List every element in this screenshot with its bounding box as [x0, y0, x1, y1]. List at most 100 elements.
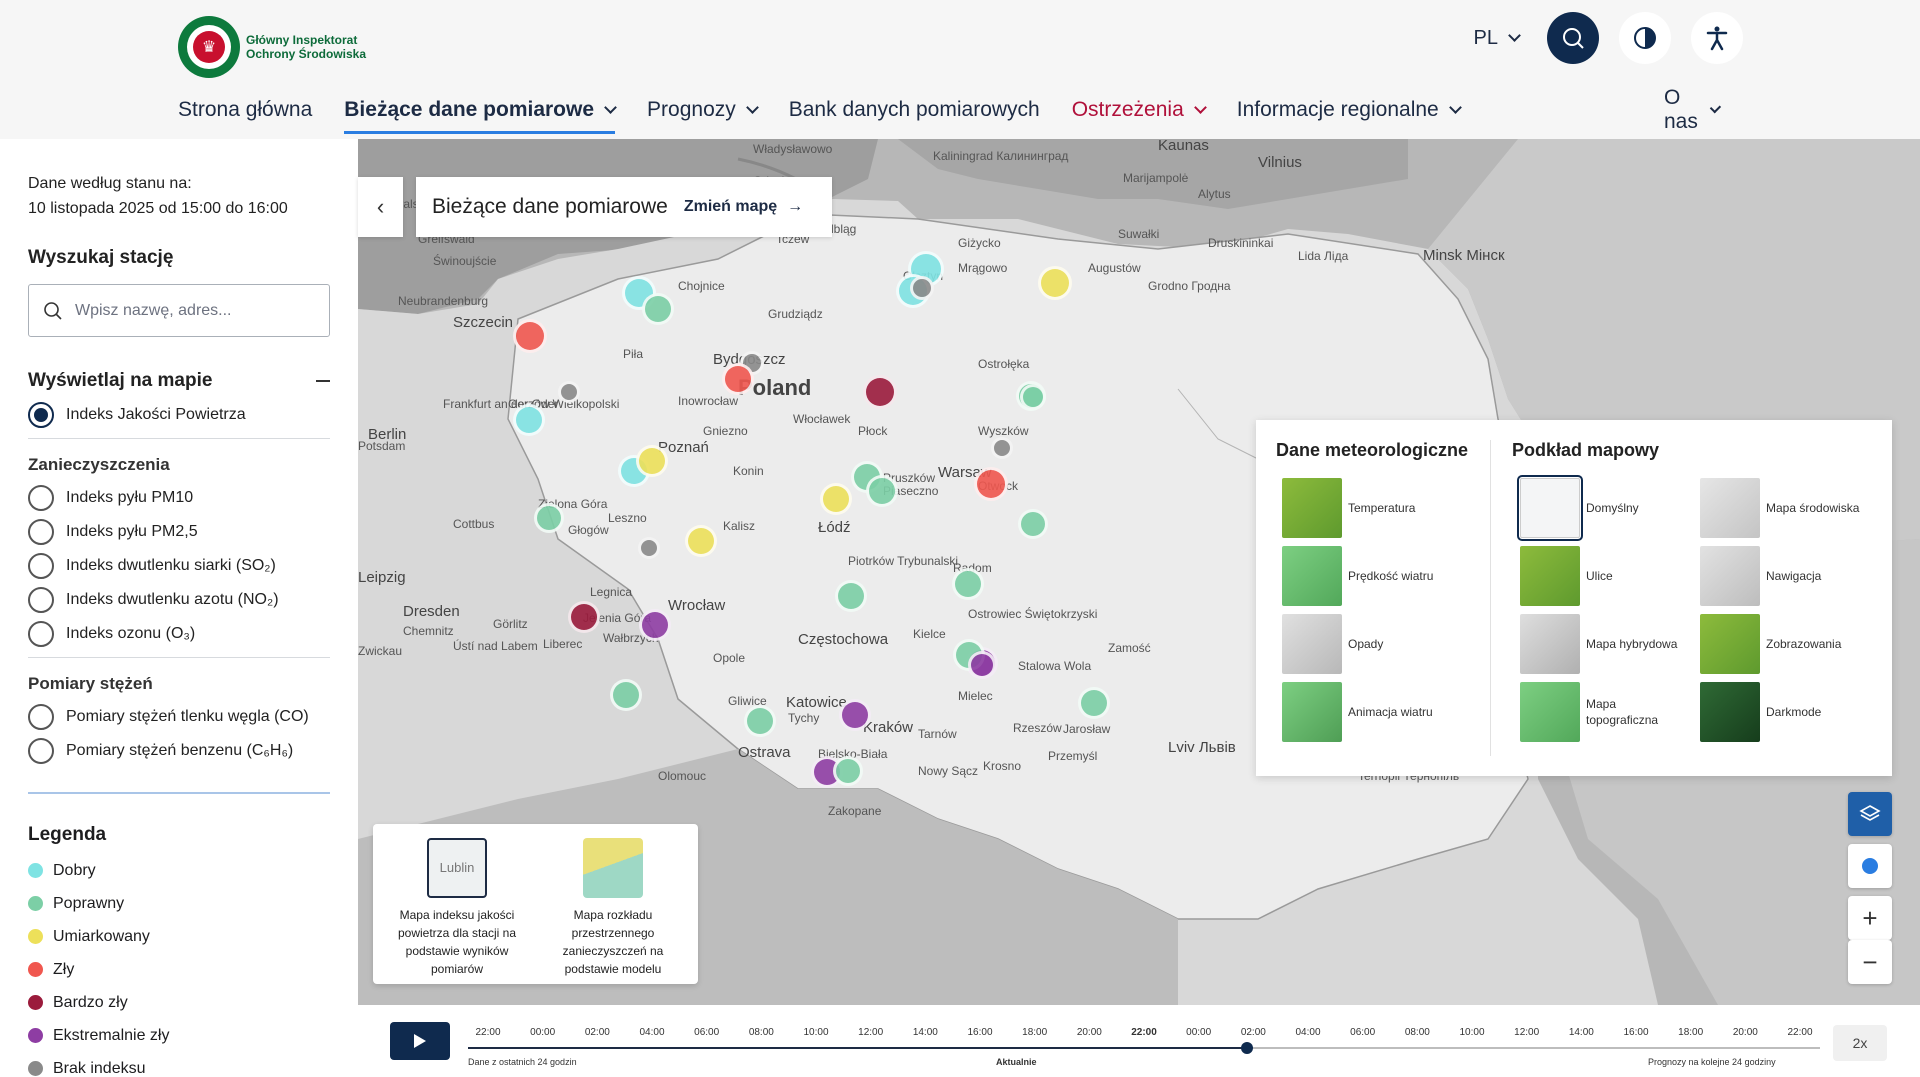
map-type-model[interactable]: Mapa rozkładu przestrzennego zanieczyszc…: [543, 824, 683, 978]
station-marker[interactable]: [974, 467, 1008, 501]
station-marker[interactable]: [820, 483, 852, 515]
basemap-topographic[interactable]: Mapa topograficzna: [1520, 682, 1686, 742]
timeline-tick[interactable]: 22:00: [1787, 1027, 1813, 1038]
station-marker[interactable]: [1018, 509, 1048, 539]
nav-about[interactable]: O nas: [1664, 86, 1722, 133]
station-marker[interactable]: [685, 525, 717, 557]
timeline-tick[interactable]: 10:00: [1459, 1027, 1485, 1038]
radio-co[interactable]: Pomiary stężeń tlenku węgla (CO): [28, 700, 330, 734]
station-marker[interactable]: [863, 375, 897, 409]
timeline-tick[interactable]: 00:00: [530, 1027, 556, 1038]
nav-data-bank[interactable]: Bank danych pomiarowych: [788, 98, 1040, 121]
nav-home[interactable]: Strona główna: [178, 98, 313, 121]
basemap-hybrid[interactable]: Mapa hybrydowa: [1520, 614, 1686, 674]
change-map-link[interactable]: Zmień mapę →: [683, 198, 804, 215]
timeline-tick[interactable]: 08:00: [748, 1027, 774, 1038]
timeline-tick[interactable]: 14:00: [1568, 1027, 1594, 1038]
station-marker[interactable]: [968, 651, 996, 679]
zoom-in-button[interactable]: +: [1848, 896, 1892, 940]
nav-current-data[interactable]: Bieżące dane pomiarowe: [344, 96, 617, 134]
layer-precipitation[interactable]: Opady: [1282, 614, 1448, 674]
timeline-tick[interactable]: 08:00: [1404, 1027, 1430, 1038]
accessibility-button[interactable]: [1691, 12, 1743, 64]
nav-regional-info[interactable]: Informacje regionalne: [1237, 96, 1462, 124]
station-marker[interactable]: [513, 319, 547, 353]
station-marker[interactable]: [839, 699, 871, 731]
basemap-environment[interactable]: Mapa środowiska: [1700, 478, 1866, 538]
timeline-tick[interactable]: 02:00: [584, 1027, 610, 1038]
timeline-tick[interactable]: 06:00: [694, 1027, 720, 1038]
collapse-sidebar-button[interactable]: ‹: [358, 177, 403, 237]
nav-forecasts[interactable]: Prognozy: [647, 96, 759, 124]
timeline-tick[interactable]: 14:00: [912, 1027, 938, 1038]
layer-wind-speed[interactable]: Prędkość wiatru: [1282, 546, 1448, 606]
basemap-imagery[interactable]: Zobrazowania: [1700, 614, 1866, 674]
station-marker[interactable]: [722, 363, 754, 395]
station-marker[interactable]: [1038, 266, 1072, 300]
radio-benzene[interactable]: Pomiary stężeń benzenu (C₆H₆): [28, 734, 330, 768]
timeline-tick[interactable]: 20:00: [1076, 1027, 1102, 1038]
timeline-tick[interactable]: 22:00: [1131, 1027, 1157, 1038]
station-marker[interactable]: [636, 445, 668, 477]
radio-pm10[interactable]: Indeks pyłu PM10: [28, 481, 330, 515]
timeline-tick[interactable]: 12:00: [858, 1027, 884, 1038]
station-marker[interactable]: [835, 580, 867, 612]
radio-no2[interactable]: Indeks dwutlenku azotu (NO₂): [28, 583, 330, 617]
timeline-tick[interactable]: 04:00: [639, 1027, 665, 1038]
timeline-tick[interactable]: 18:00: [1022, 1027, 1048, 1038]
station-marker[interactable]: [642, 293, 674, 325]
station-marker[interactable]: [991, 437, 1013, 459]
timeline-tick[interactable]: 20:00: [1732, 1027, 1758, 1038]
basemap-streets[interactable]: Ulice: [1520, 546, 1686, 606]
timeline-tick[interactable]: 22:00: [475, 1027, 501, 1038]
radio-aqi[interactable]: Indeks Jakości Powietrza: [28, 398, 330, 432]
basemap-navigation[interactable]: Nawigacja: [1700, 546, 1866, 606]
radio-o3[interactable]: Indeks ozonu (O₃): [28, 617, 330, 651]
station-marker[interactable]: [1020, 384, 1046, 410]
station-marker[interactable]: [513, 404, 545, 436]
station-marker[interactable]: [910, 276, 934, 300]
timeline-tick[interactable]: 04:00: [1295, 1027, 1321, 1038]
station-marker[interactable]: [952, 568, 984, 600]
zoom-out-button[interactable]: −: [1848, 940, 1892, 984]
station-marker[interactable]: [638, 537, 660, 559]
play-button[interactable]: [390, 1022, 450, 1060]
station-search-input[interactable]: Wpisz nazwę, adres...: [28, 284, 330, 337]
timeline-tick[interactable]: 00:00: [1186, 1027, 1212, 1038]
station-marker[interactable]: [568, 601, 600, 633]
station-marker[interactable]: [833, 756, 863, 786]
radio-checked-icon: [28, 402, 54, 428]
layer-temperature[interactable]: Temperatura: [1282, 478, 1448, 538]
basemap-darkmode[interactable]: Darkmode: [1700, 682, 1866, 742]
nav-warnings[interactable]: Ostrzeżenia: [1072, 96, 1207, 124]
station-marker[interactable]: [744, 705, 776, 737]
radio-pm25[interactable]: Indeks pyłu PM2,5: [28, 515, 330, 549]
timeline-tick[interactable]: 12:00: [1514, 1027, 1540, 1038]
timeline-tick[interactable]: 02:00: [1240, 1027, 1266, 1038]
speed-button[interactable]: 2x: [1833, 1025, 1887, 1061]
layers-button[interactable]: [1848, 792, 1892, 836]
map-type-stations[interactable]: Lublin Mapa indeksu jakości powietrza dl…: [387, 824, 527, 978]
timeline-tick[interactable]: 18:00: [1678, 1027, 1704, 1038]
search-button[interactable]: [1547, 12, 1599, 64]
timeline-tick[interactable]: 16:00: [1623, 1027, 1649, 1038]
station-marker[interactable]: [639, 609, 671, 641]
station-marker[interactable]: [866, 475, 898, 507]
timeline-tick[interactable]: 16:00: [967, 1027, 993, 1038]
station-marker[interactable]: [534, 503, 564, 533]
timeline-handle[interactable]: [1240, 1042, 1253, 1054]
gios-logo[interactable]: ♛ Główny Inspektorat Ochrony Środowiska: [178, 16, 376, 78]
display-section-toggle[interactable]: Wyświetlaj na mapie: [28, 370, 330, 392]
radio-icon: [28, 485, 54, 511]
basemap-default[interactable]: Domyślny: [1517, 475, 1686, 541]
station-marker[interactable]: [558, 381, 580, 403]
station-marker[interactable]: [1078, 687, 1110, 719]
layer-wind-animation[interactable]: Animacja wiatru: [1282, 682, 1448, 742]
language-select[interactable]: PL: [1474, 27, 1521, 50]
station-marker[interactable]: [610, 679, 642, 711]
contrast-button[interactable]: [1619, 12, 1671, 64]
locate-button[interactable]: [1848, 844, 1892, 888]
radio-so2[interactable]: Indeks dwutlenku siarki (SO₂): [28, 549, 330, 583]
timeline-tick[interactable]: 06:00: [1350, 1027, 1376, 1038]
timeline-tick[interactable]: 10:00: [803, 1027, 829, 1038]
